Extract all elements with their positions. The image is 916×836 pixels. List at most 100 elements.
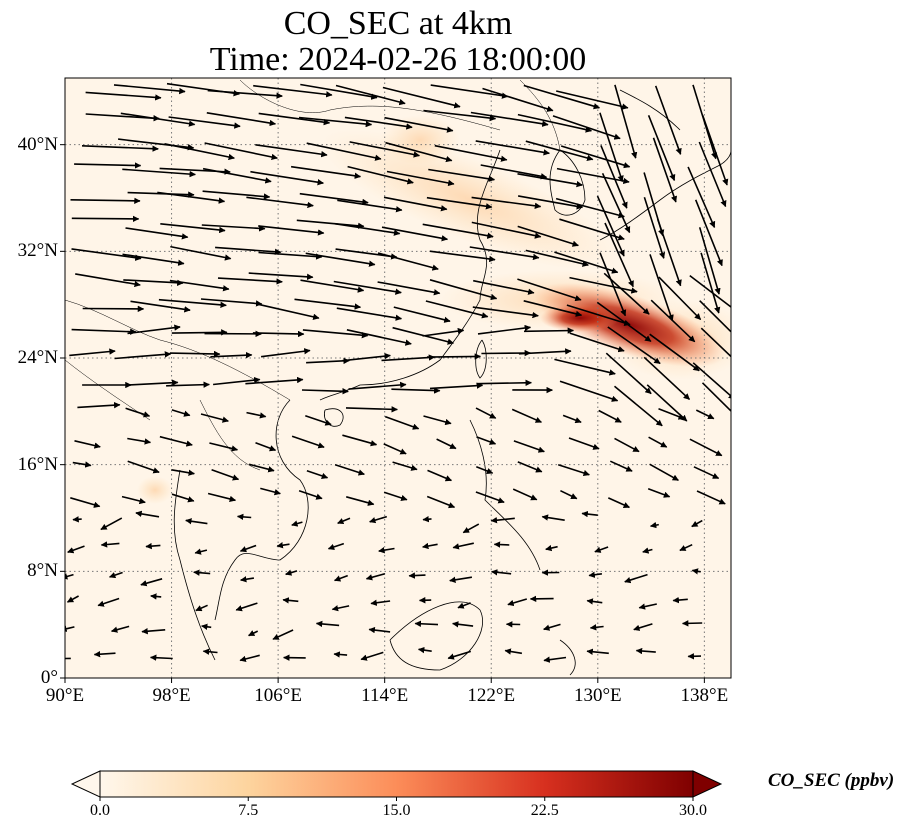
wind-arrow — [246, 411, 267, 419]
wind-arrow — [422, 515, 432, 523]
wind-arrow — [423, 415, 452, 426]
wind-arrow — [648, 436, 668, 448]
wind-arrow — [607, 497, 630, 509]
wind-arrow — [331, 605, 350, 612]
wind-arrow — [306, 469, 329, 479]
wind-arrow — [650, 299, 696, 343]
wind-arrow — [658, 407, 685, 420]
map-time-subtitle: Time: 2024-02-26 18:00:00 — [209, 41, 587, 78]
wind-arrow — [369, 515, 388, 524]
wind-arrow — [560, 145, 631, 169]
wind-arrow — [614, 84, 638, 159]
wind-arrow — [66, 595, 79, 603]
wind-arrow — [291, 435, 325, 449]
wind-arrow — [598, 409, 622, 423]
wind-arrow — [600, 145, 628, 209]
wind-arrow — [700, 327, 731, 358]
wind-arrow — [344, 116, 413, 130]
wind-arrow — [701, 115, 729, 186]
wind-arrow — [125, 407, 151, 418]
wind-arrow — [511, 408, 542, 423]
wind-arrow — [517, 195, 584, 210]
wind-arrow — [624, 573, 648, 584]
wind-arrow — [566, 304, 631, 326]
wind-arrow — [554, 358, 616, 376]
wind-arrow — [85, 91, 162, 101]
lon-tick-label: 130°E — [573, 685, 622, 706]
wind-arrow — [206, 112, 277, 127]
wind-arrow — [691, 568, 701, 575]
wind-arrow — [164, 143, 235, 161]
wind-arrow — [556, 167, 630, 185]
wind-arrow — [633, 623, 653, 631]
wind-arrow — [72, 516, 82, 523]
wind-arrow — [149, 654, 173, 661]
wind-arrow — [555, 197, 625, 219]
wind-arrow — [700, 252, 721, 314]
wind-arrow — [70, 197, 141, 205]
wind-arrow — [471, 221, 542, 239]
wind-arrow — [141, 628, 166, 635]
wind-arrow — [347, 165, 414, 185]
wind-arrow — [171, 493, 195, 503]
wind-arrow — [513, 440, 545, 453]
wind-arrow — [67, 545, 85, 554]
wind-arrow — [120, 112, 196, 127]
wind-arrow — [469, 246, 540, 261]
wind-arrow — [285, 569, 298, 576]
wind-arrow — [290, 165, 362, 179]
wind-arrow — [383, 491, 408, 501]
wind-arrow — [202, 190, 271, 200]
wind-arrow — [348, 381, 407, 390]
wind-arrow — [327, 542, 345, 550]
wind-arrow — [452, 621, 474, 628]
wind-arrow — [605, 352, 652, 395]
wind-arrow — [207, 492, 237, 503]
wind-arrow — [252, 330, 305, 338]
wind-arrow — [239, 654, 260, 663]
wind-arrow — [168, 116, 241, 129]
wind-arrow — [422, 542, 438, 550]
wind-arrow — [384, 116, 454, 133]
wind-arrow — [649, 254, 674, 322]
wind-arrow — [207, 89, 283, 99]
wind-arrow — [654, 85, 682, 155]
wind-arrow — [482, 87, 554, 112]
colorbar-label: CO_SEC (ppbv) — [768, 770, 895, 791]
wind-arrow — [643, 356, 691, 400]
wind-arrow — [296, 219, 365, 229]
wind-arrow — [127, 324, 181, 335]
wind-arrow — [122, 168, 196, 178]
wind-arrow — [434, 144, 508, 162]
wind-arrow — [557, 463, 590, 477]
wind-arrow — [560, 489, 578, 500]
wind-arrow — [299, 192, 369, 206]
wind-arrow — [158, 298, 227, 309]
wind-vectors — [65, 82, 731, 663]
wind-arrow — [239, 544, 257, 553]
wind-arrow — [517, 461, 543, 473]
wind-arrow — [523, 84, 601, 110]
wind-arrow — [476, 379, 532, 387]
wind-arrow — [342, 352, 391, 362]
wind-arrow — [248, 463, 275, 473]
lon-tick-label: 90°E — [45, 685, 85, 706]
wind-arrow — [696, 490, 726, 505]
lat-tick-label: 8°N — [27, 560, 58, 582]
lat-tick-label: 0° — [40, 667, 58, 688]
wind-arrow — [121, 495, 146, 505]
wind-arrow — [392, 461, 418, 471]
wind-arrow — [75, 273, 141, 288]
wind-arrow — [127, 437, 152, 445]
wind-arrow — [559, 218, 625, 241]
wind-arrow — [209, 442, 239, 452]
wind-arrow — [517, 173, 583, 188]
wind-arrow — [334, 464, 365, 476]
wind-arrow — [429, 250, 496, 263]
wind-arrow — [568, 437, 600, 450]
wind-arrow — [447, 650, 472, 660]
wind-arrow — [475, 140, 550, 156]
wind-arrow — [298, 116, 373, 128]
wind-arrow — [689, 274, 731, 309]
